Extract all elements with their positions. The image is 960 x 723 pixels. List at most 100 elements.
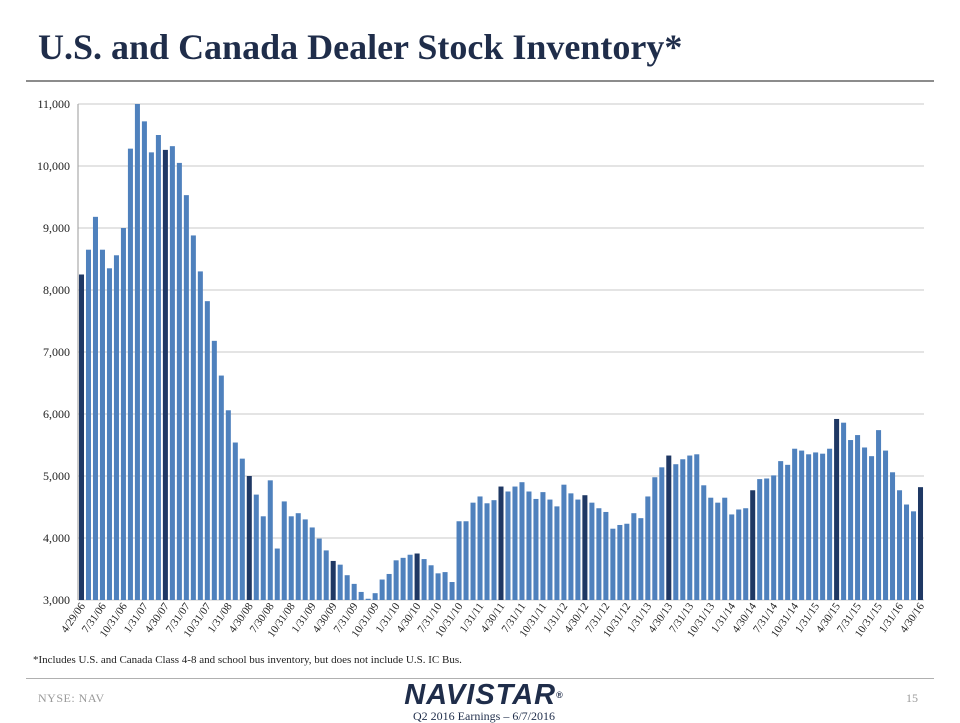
bar <box>834 418 840 600</box>
bar <box>701 485 707 600</box>
bar <box>344 575 350 600</box>
bar <box>743 508 749 600</box>
bar <box>435 573 441 600</box>
bar <box>652 477 658 600</box>
bar <box>673 464 679 600</box>
bars <box>78 104 924 601</box>
bar <box>876 430 882 600</box>
bar <box>862 447 868 600</box>
bar <box>393 560 399 600</box>
bar <box>610 528 616 600</box>
bar <box>204 301 210 600</box>
y-tick-label: 9,000 <box>43 221 70 235</box>
bar <box>827 448 833 600</box>
y-tick-label: 5,000 <box>43 469 70 483</box>
registered-mark: ® <box>556 690 564 700</box>
bar <box>211 340 217 600</box>
bar <box>400 557 406 600</box>
bar <box>883 450 889 600</box>
bar <box>302 519 308 600</box>
bar <box>176 162 182 600</box>
page-title: U.S. and Canada Dealer Stock Inventory* <box>38 27 683 67</box>
bar <box>246 476 252 600</box>
bar <box>904 504 910 600</box>
bar <box>498 486 504 600</box>
bar <box>323 550 329 600</box>
y-tick-label: 8,000 <box>43 283 70 297</box>
bar <box>162 149 168 600</box>
bar <box>554 506 560 600</box>
bar <box>197 271 203 600</box>
bar <box>750 490 756 600</box>
bar <box>603 511 609 600</box>
bar <box>561 484 567 600</box>
bar <box>911 511 917 600</box>
bar <box>309 527 315 600</box>
bar <box>463 521 469 600</box>
bar <box>785 464 791 600</box>
bar <box>897 490 903 600</box>
bar <box>519 482 525 600</box>
bar <box>505 491 511 600</box>
y-tick-label: 4,000 <box>43 531 70 545</box>
x-axis-tick-labels: 4/29/067/31/0610/31/061/31/074/30/077/31… <box>59 600 927 639</box>
bar <box>407 554 413 600</box>
bar <box>134 104 140 600</box>
presentation-subtitle: Q2 2016 Earnings – 6/7/2016 <box>413 709 555 723</box>
bar <box>757 479 763 600</box>
footnote: *Includes U.S. and Canada Class 4-8 and … <box>33 654 462 666</box>
bar <box>820 453 826 600</box>
bar <box>638 518 644 600</box>
y-axis-tick-labels: 3,000 4,000 5,000 6,000 7,000 8,000 9,000 10,00… <box>37 97 70 607</box>
bar <box>869 456 875 600</box>
y-tick-label: 7,000 <box>43 345 70 359</box>
bar <box>729 514 735 600</box>
bar <box>687 455 693 600</box>
inventory-bar-chart: 3,000 4,000 5,000 6,000 7,000 8,000 9,000 10,00… <box>37 97 927 640</box>
bar <box>365 598 371 600</box>
bar <box>386 573 392 600</box>
bar <box>288 516 294 600</box>
y-tick-label: 3,000 <box>43 593 70 607</box>
bar <box>526 491 532 600</box>
bar <box>736 509 742 600</box>
bar <box>260 516 266 600</box>
bar <box>442 572 448 600</box>
bar <box>225 410 231 600</box>
bar <box>127 148 133 600</box>
bar <box>281 501 287 600</box>
bar <box>540 492 546 600</box>
bar <box>78 274 85 600</box>
bar <box>351 583 357 600</box>
bar <box>267 480 273 600</box>
bar <box>722 497 728 600</box>
bar <box>99 249 105 600</box>
bar <box>484 503 490 600</box>
bar <box>491 500 497 600</box>
bar <box>218 375 224 600</box>
bar <box>148 152 154 601</box>
bar <box>533 498 539 600</box>
bar <box>239 458 245 600</box>
page-number: 15 <box>906 691 918 705</box>
bar <box>645 496 651 600</box>
bar <box>155 135 161 600</box>
bar <box>232 442 238 600</box>
bar <box>358 591 364 600</box>
bar <box>778 461 784 600</box>
bar <box>456 521 462 600</box>
bar <box>512 486 518 600</box>
bar <box>799 450 805 600</box>
bar <box>449 582 455 600</box>
logo-word: NAVISTAR <box>404 679 557 711</box>
bar <box>694 454 700 600</box>
bar <box>92 216 98 600</box>
bar <box>596 508 602 600</box>
y-tick-label: 11,000 <box>37 97 70 111</box>
bar <box>715 502 721 600</box>
bar <box>589 502 595 600</box>
bar <box>316 538 322 600</box>
bar <box>547 499 553 600</box>
bar <box>575 499 581 600</box>
y-tick-label: 10,000 <box>37 159 70 173</box>
